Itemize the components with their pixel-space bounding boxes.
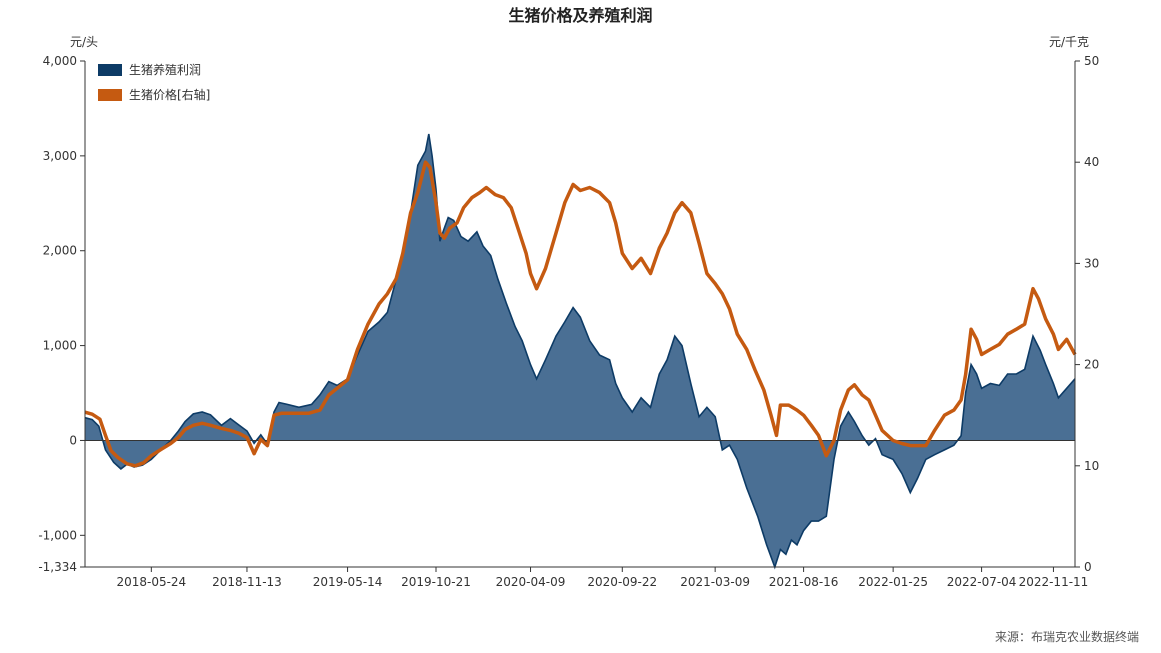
x-tick-label: 2021-08-16	[769, 575, 839, 589]
legend-label-profit: 生猪养殖利润	[129, 63, 202, 77]
x-tick-label: 2021-03-09	[680, 575, 750, 589]
y-left-tick-label: 4,000	[43, 54, 77, 68]
x-tick-label: 2020-09-22	[587, 575, 657, 589]
y-right-tick-label: 30	[1084, 256, 1099, 270]
x-tick-label: 2019-05-14	[313, 575, 383, 589]
chart-source: 来源：布瑞克农业数据终端	[994, 630, 1139, 644]
y-left-tick-label: -1,000	[38, 528, 77, 542]
y-right-tick-label: 40	[1084, 155, 1099, 169]
y-left-tick-label: -1,334	[38, 560, 77, 574]
right-axis-unit: 元/千克	[1049, 35, 1090, 49]
y-right-tick-label: 20	[1084, 358, 1099, 372]
y-left-tick-label: 1,000	[43, 339, 77, 353]
y-right-tick-label: 50	[1084, 54, 1099, 68]
x-tick-label: 2022-01-25	[858, 575, 928, 589]
y-left-tick-label: 0	[69, 433, 77, 447]
y-left-tick-label: 3,000	[43, 149, 77, 163]
series-line-profit	[84, 133, 1076, 570]
x-tick-label: 2020-04-09	[496, 575, 566, 589]
series-line-price	[84, 160, 1077, 468]
y-right-tick-label: 0	[1084, 560, 1092, 574]
legend-label-price: 生猪价格[右轴]	[129, 88, 211, 102]
y-left-tick-label: 2,000	[43, 244, 77, 258]
chart-title: 生猪价格及养殖利润	[508, 6, 653, 25]
legend-swatch-profit	[98, 63, 122, 76]
x-tick-label: 2018-05-24	[116, 575, 186, 589]
y-right-tick-label: 10	[1084, 459, 1099, 473]
legend-item-profit[interactable]: 生猪养殖利润	[98, 61, 201, 78]
legend-swatch-price	[98, 88, 122, 101]
series-area-profit	[85, 134, 1075, 567]
x-tick-label: 2019-10-21	[401, 575, 471, 589]
x-tick-label: 2022-11-11	[1019, 575, 1089, 589]
legend-item-price[interactable]: 生猪价格[右轴]	[98, 86, 210, 103]
left-axis-unit: 元/头	[70, 35, 99, 49]
x-tick-label: 2022-07-04	[947, 575, 1017, 589]
x-tick-label: 2018-11-13	[212, 575, 282, 589]
